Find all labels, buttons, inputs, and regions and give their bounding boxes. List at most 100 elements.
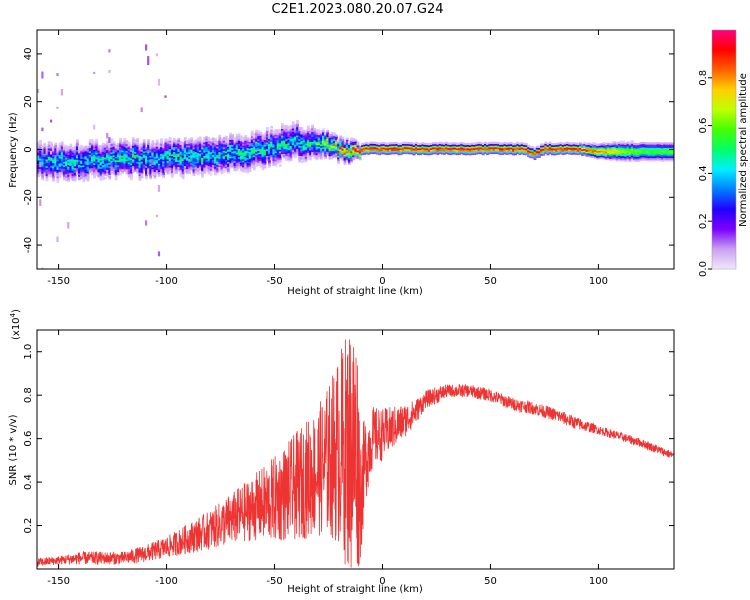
- spectrogram-cell: [535, 145, 539, 148]
- spectrogram-cell: [43, 143, 47, 146]
- spectrogram-cell: [132, 167, 135, 170]
- spectrogram-cell: [563, 150, 567, 153]
- spectrogram-cell: [296, 141, 299, 144]
- spectrogram-cell: [222, 158, 226, 161]
- spectrogram-cell: [462, 149, 466, 152]
- spectrogram-cell: [227, 139, 230, 142]
- spectrogram-cell: [643, 142, 647, 145]
- spectrogram-cell: [65, 147, 68, 150]
- spectrogram-cell: [190, 162, 194, 165]
- spectrogram-cell: [233, 157, 237, 160]
- spectrogram-cell: [78, 162, 81, 166]
- spectrogram-cell: [173, 169, 176, 173]
- spectrogram-cell: [296, 128, 299, 131]
- spectrogram-cell: [155, 162, 159, 166]
- spectrogram-cell: [69, 162, 73, 165]
- spectrogram-cell: [354, 142, 358, 145]
- spectrogram-cell: [82, 151, 86, 154]
- spectrogram-cell: [179, 144, 183, 147]
- spectrogram-cell: [568, 149, 571, 152]
- spectrogram-cell: [183, 147, 187, 150]
- spectrogram-cell: [354, 141, 358, 144]
- spectrogram-cell: [326, 131, 330, 134]
- spectrogram-cell: [166, 147, 170, 150]
- spectrogram-cell: [188, 143, 191, 146]
- spectrogram-cell: [302, 141, 306, 144]
- spectrogram-cell: [449, 149, 453, 152]
- spectrogram-cell: [613, 151, 617, 154]
- spectrogram-cell: [183, 168, 187, 172]
- spectrogram-cell: [626, 150, 630, 153]
- spectrogram-cell: [140, 176, 144, 179]
- spectrogram-cell: [207, 158, 211, 161]
- spectrogram-cell: [62, 156, 66, 159]
- spectrogram-cell: [173, 148, 176, 151]
- spectrogram-cell: [229, 134, 232, 137]
- spectrogram-cell: [615, 149, 619, 152]
- spectrogram-cell: [302, 138, 306, 141]
- spectrogram-cell: [207, 150, 211, 153]
- spectrogram-cell: [134, 157, 137, 161]
- spectrogram-cell: [75, 144, 79, 147]
- spectrogram-cell: [633, 154, 636, 157]
- spectrogram-cell: [218, 146, 222, 149]
- spectrogram-cell: [209, 148, 213, 151]
- spectrogram-cell: [490, 150, 494, 153]
- spectrogram-cell: [99, 164, 103, 168]
- spectrogram-cell: [335, 151, 338, 154]
- spectrogram-cell: [315, 132, 319, 136]
- y-tick-label: 0: [23, 146, 34, 152]
- spectrogram-cell: [93, 147, 96, 150]
- spectrogram-cell: [283, 154, 286, 158]
- spectrogram-cell: [309, 146, 312, 149]
- spectrogram-cell: [190, 167, 194, 170]
- spectrogram-cell: [453, 150, 457, 153]
- spectrogram-cell: [570, 150, 574, 154]
- spectrogram-cell: [170, 165, 174, 168]
- spectrogram-cell: [287, 151, 291, 154]
- spectrogram-cell: [121, 170, 124, 173]
- spectrogram-cell: [65, 158, 68, 162]
- spectrogram-cell: [186, 166, 189, 170]
- spectrogram-cell: [406, 148, 409, 151]
- spectrogram-cell: [306, 155, 310, 158]
- spectrogram-cell: [579, 152, 582, 155]
- spectrogram-cell: [233, 147, 237, 150]
- spectrogram-cell: [157, 161, 161, 164]
- spectrogram-cell: [207, 146, 211, 150]
- spectrogram-cell: [600, 153, 604, 156]
- spectrogram-cell: [101, 156, 105, 159]
- spectrogram-cell: [617, 158, 621, 161]
- spectrogram-cell: [330, 155, 334, 158]
- spectrogram-cell: [294, 144, 297, 147]
- spectrogram-cell: [302, 129, 306, 133]
- spectrogram-cell: [304, 153, 308, 156]
- spectrogram-cell: [246, 169, 250, 172]
- spectrogram-cell: [350, 155, 353, 159]
- spectrogram-cell: [151, 143, 155, 146]
- spectrogram-cell: [628, 148, 632, 151]
- spectrogram-cell: [309, 128, 312, 131]
- spectrogram-cell: [151, 146, 155, 150]
- spectrogram-cell: [162, 170, 165, 174]
- spectrogram-cell: [93, 156, 96, 159]
- spectrogram-cell: [121, 148, 124, 151]
- spectrogram-cell: [289, 147, 293, 150]
- spectrogram-cell: [142, 140, 146, 144]
- spectrogram-cell: [97, 150, 101, 153]
- spectrogram-cell: [488, 151, 492, 155]
- spectrogram-cell: [322, 151, 325, 155]
- spectrogram-cell: [88, 170, 92, 174]
- spectrogram-cell: [166, 165, 170, 168]
- spectrogram-cell: [153, 176, 157, 179]
- spectrogram-cell: [298, 148, 302, 151]
- spectrogram-cell: [47, 147, 51, 151]
- spectrogram-cell: [311, 132, 314, 136]
- spectrogram-cell: [110, 160, 114, 163]
- spectrogram-cell: [235, 158, 239, 162]
- spectrogram-cell: [261, 139, 265, 142]
- spectrogram-cell: [233, 150, 237, 153]
- spectrogram-cell: [324, 133, 327, 136]
- spectrogram-cell: [250, 133, 254, 137]
- spectrogram-cell: [203, 136, 207, 140]
